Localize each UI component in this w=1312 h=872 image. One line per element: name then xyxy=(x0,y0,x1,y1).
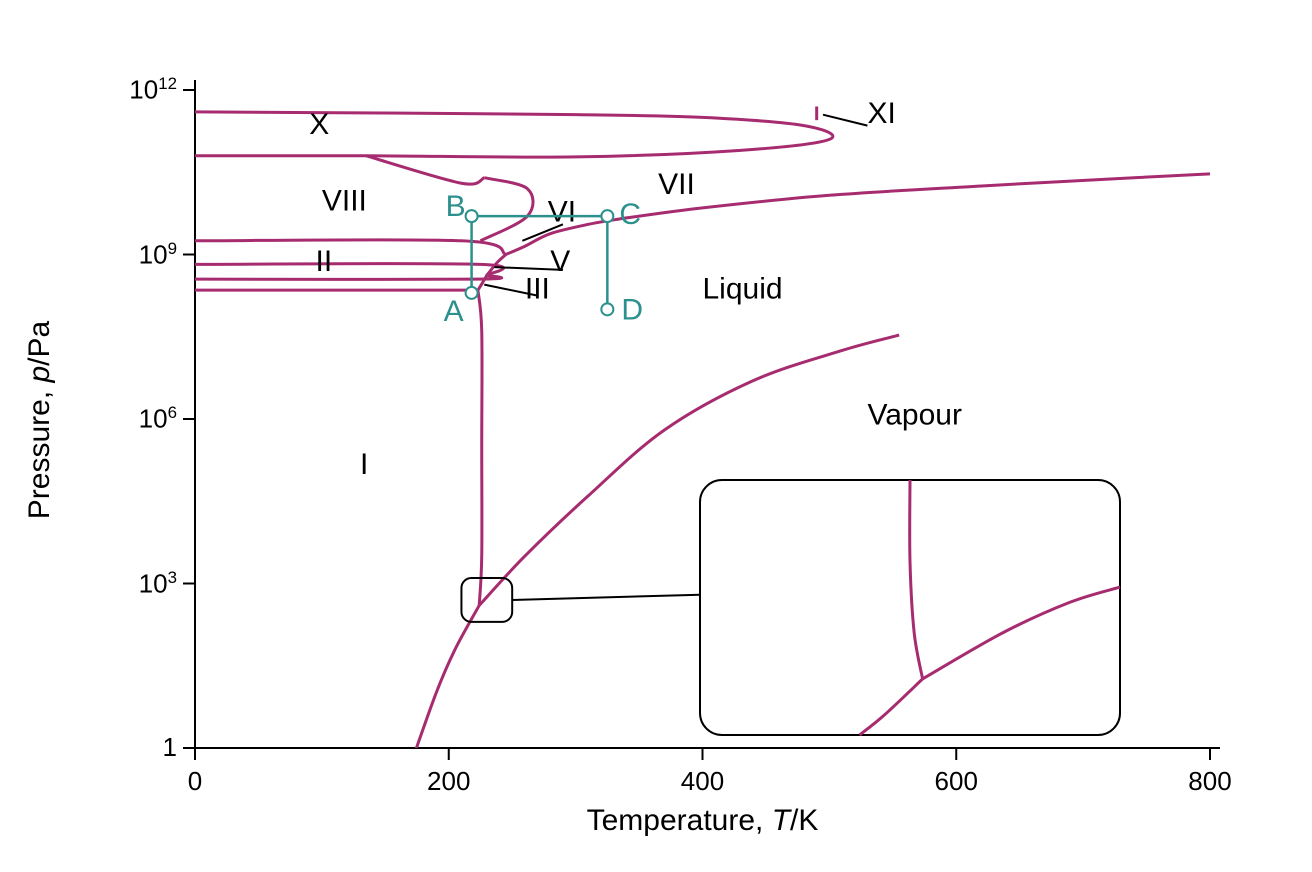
label-C: C xyxy=(619,198,641,231)
x-tick-label: 800 xyxy=(1188,766,1231,796)
boundary-VII_liquid xyxy=(620,174,1210,219)
chart-svg: 0200400600800Temperature, T/KIIIIIIVVIVI… xyxy=(0,0,1312,872)
boundary-II_V xyxy=(195,264,504,276)
callout-XI xyxy=(823,115,867,126)
boundary-VIII_wall xyxy=(366,156,484,184)
y-tick-label: 106 xyxy=(77,403,177,435)
x-tick-label: 0 xyxy=(188,766,202,796)
y-axis-label: Pressure, p/Pa xyxy=(23,321,57,519)
x-tick-label: 200 xyxy=(427,766,470,796)
region-label-I: I xyxy=(360,448,368,481)
region-label-Liquid: Liquid xyxy=(703,272,783,305)
region-label-VII: VII xyxy=(658,168,695,201)
marker-A xyxy=(466,287,478,299)
label-A: A xyxy=(444,295,464,328)
label-D: D xyxy=(621,293,643,326)
boundary-VII_leftwall xyxy=(480,178,533,241)
region-label-XI: XI xyxy=(867,97,895,130)
inset-small-box xyxy=(461,578,512,622)
x-tick-label: 600 xyxy=(935,766,978,796)
marker-D xyxy=(601,303,613,315)
y-tick-label: 109 xyxy=(77,239,177,271)
region-label-V: V xyxy=(550,245,570,278)
y-tick-label: 1 xyxy=(77,732,177,763)
x-tick-label: 400 xyxy=(681,766,724,796)
region-label-III: III xyxy=(525,272,550,305)
phase-diagram-chart: 0200400600800Temperature, T/KIIIIIIVVIVI… xyxy=(0,0,1312,872)
region-label-VIII: VIII xyxy=(322,185,367,218)
boundary-II_III_top xyxy=(195,275,502,279)
region-label-X: X xyxy=(309,108,329,141)
marker-C xyxy=(601,210,613,222)
x-axis-label: Temperature, T/K xyxy=(587,804,819,837)
boundary-sublimation_vapour xyxy=(411,605,480,764)
y-tick-label: 103 xyxy=(77,568,177,600)
region-label-Vapour: Vapour xyxy=(867,398,962,431)
boundary-I_liquid xyxy=(478,290,482,605)
region-label-VI: VI xyxy=(548,196,576,229)
marker-B xyxy=(466,210,478,222)
boundary-VIII_VII_vertical_top xyxy=(195,112,833,157)
boundary-II_VI xyxy=(195,240,506,255)
label-B: B xyxy=(446,190,466,223)
y-tick-label: 1012 xyxy=(77,74,177,106)
inset-connector xyxy=(512,595,700,600)
region-label-II: II xyxy=(316,245,333,278)
